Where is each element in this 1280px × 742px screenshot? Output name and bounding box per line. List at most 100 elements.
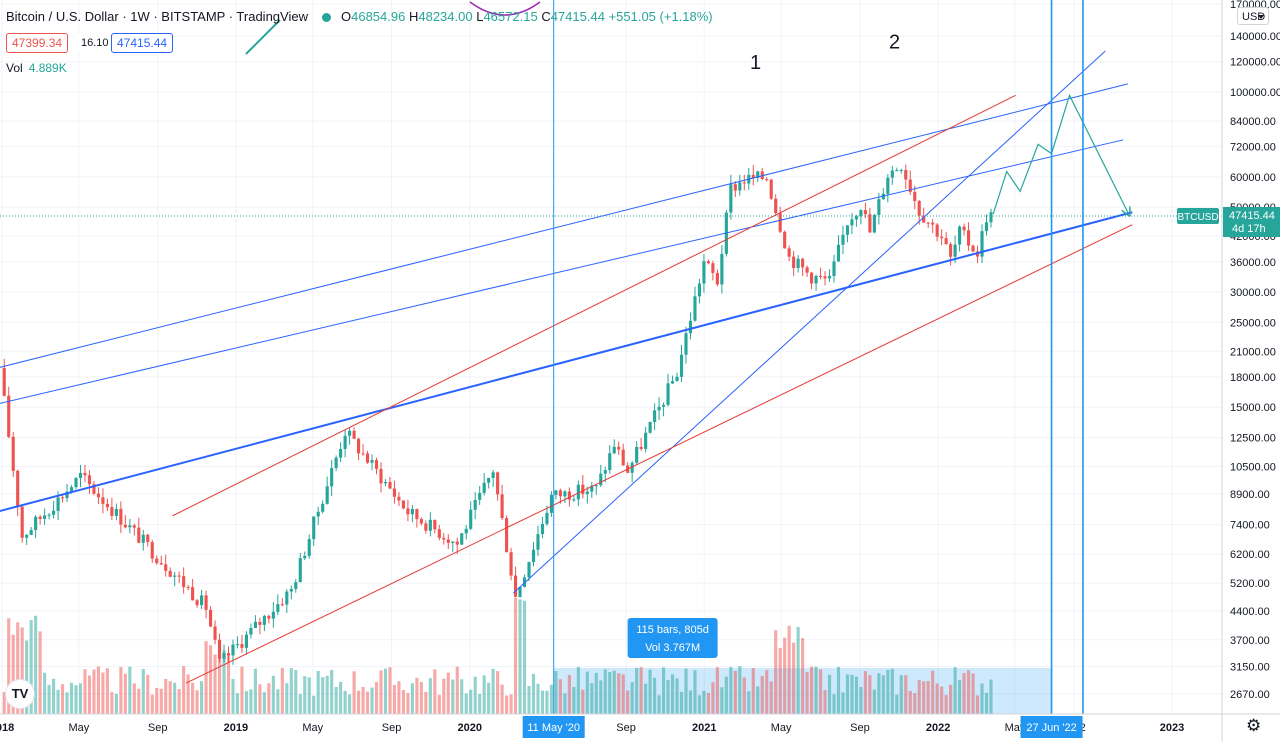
volume-bar: [65, 692, 69, 714]
candle-body: [958, 226, 962, 245]
candle-body: [424, 523, 428, 531]
volume-bar: [693, 670, 697, 714]
candle-body: [34, 516, 38, 530]
volume-bar: [823, 690, 827, 714]
volume-bar: [294, 670, 298, 714]
volume-bar: [482, 675, 486, 714]
candle-body: [173, 575, 177, 577]
candle-body: [43, 515, 47, 519]
currency-select[interactable]: USD: [1237, 7, 1269, 25]
x-marker-tag: [522, 716, 585, 738]
volume-bar: [778, 647, 782, 714]
volume-bar: [177, 689, 181, 714]
candle-body: [240, 644, 244, 648]
candle-body: [702, 261, 706, 284]
volume-bar: [917, 680, 921, 714]
countdown: 4d 17h: [1232, 223, 1266, 235]
candle-body: [271, 611, 275, 619]
volume-bar: [289, 668, 293, 714]
candle-body: [859, 210, 863, 217]
volume-bar: [132, 683, 136, 714]
volume-bar: [958, 680, 962, 714]
candle-body: [733, 184, 737, 191]
trend-line-steep: [512, 50, 1106, 594]
volume-bar: [626, 690, 630, 714]
volume-legend[interactable]: Vol 4.889K: [6, 61, 67, 75]
volume-bar: [123, 673, 127, 714]
volume-bar: [262, 692, 266, 714]
high-value: 48234.00: [418, 9, 473, 24]
candle-body: [357, 438, 361, 454]
volume-bar: [594, 672, 598, 714]
volume-bar: [383, 668, 388, 714]
volume-bar: [572, 687, 576, 714]
candle-body: [608, 453, 612, 471]
candle-body: [787, 248, 791, 257]
bid-price[interactable]: 47399.34: [6, 33, 69, 53]
candle-body: [388, 481, 392, 489]
volume-bar: [715, 667, 719, 714]
volume-bar: [971, 673, 975, 714]
candle-body: [123, 524, 127, 528]
volume-bar: [720, 687, 724, 714]
candle-body: [765, 179, 769, 181]
volume-bar: [666, 680, 670, 714]
candle-body: [365, 453, 370, 463]
candle-body: [415, 508, 419, 520]
volume-bar: [549, 684, 554, 714]
volume-bar: [922, 681, 926, 714]
volume-bar: [339, 681, 343, 714]
volume-bar: [164, 678, 168, 714]
candle-body: [442, 537, 446, 540]
volume-bar: [173, 682, 177, 714]
candle-body: [352, 430, 356, 439]
candle-body: [545, 512, 549, 524]
volume-bar: [702, 690, 706, 714]
volume-bar: [944, 694, 948, 714]
candle-body: [527, 562, 531, 578]
candle-body: [482, 482, 486, 493]
volume-bar: [460, 679, 464, 714]
volume-bar: [850, 674, 854, 714]
candle-body: [971, 245, 975, 252]
gear-icon[interactable]: ⚙: [1246, 716, 1262, 735]
candle-body: [581, 484, 585, 495]
volume-bar: [307, 677, 311, 714]
volume-bar: [760, 675, 764, 714]
candle-body: [258, 621, 262, 625]
symbol-tag-text: BTCUSD: [1177, 212, 1218, 223]
y-tick-label: 72000.00: [1230, 142, 1276, 154]
candle-body: [666, 383, 670, 405]
tradingview-logo[interactable]: TV: [6, 680, 34, 708]
candle-body: [410, 508, 414, 515]
candle-body: [854, 216, 859, 220]
candle-body: [684, 333, 688, 355]
ask-price[interactable]: 47415.44: [111, 33, 174, 53]
volume-bar: [433, 669, 437, 714]
symbol-title[interactable]: Bitcoin / U.S. Dollar · 1W · BITSTAMP · …: [6, 9, 308, 24]
y-tick-label: 25000.00: [1230, 317, 1276, 329]
candle-body: [904, 170, 908, 180]
candle-body: [585, 491, 589, 495]
volume-bar: [7, 618, 11, 714]
candle-body: [473, 499, 477, 510]
candle-body: [168, 570, 172, 577]
volume-bar: [204, 641, 208, 714]
candle-body: [670, 381, 675, 384]
volume-bar: [191, 682, 195, 714]
volume-bar: [679, 691, 684, 714]
candle-body: [401, 500, 405, 509]
candle-body: [307, 539, 311, 556]
candle-body: [348, 430, 352, 436]
candle-body: [101, 497, 105, 504]
candle-body: [966, 230, 971, 246]
volume-bar: [599, 680, 603, 714]
candle-body: [374, 460, 379, 469]
wave-label-2: 2: [889, 31, 900, 53]
volume-bar: [675, 678, 679, 714]
volume-bar: [612, 670, 616, 714]
volume-bar: [670, 674, 675, 714]
volume-bar: [182, 666, 186, 714]
